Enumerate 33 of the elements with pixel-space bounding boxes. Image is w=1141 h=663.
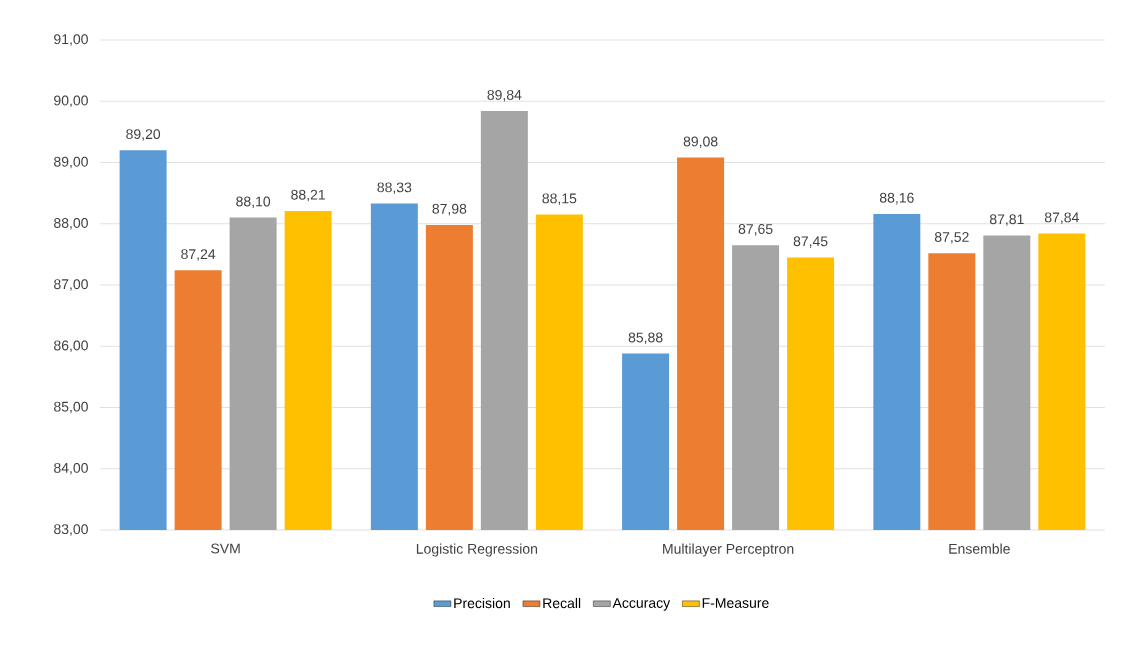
data-label: 87,45 xyxy=(793,236,828,248)
legend-label: Recall xyxy=(543,597,581,609)
data-label: 88,33 xyxy=(377,182,412,194)
x-tick-label: Multilayer Perceptron xyxy=(663,543,794,557)
data-label: 87,98 xyxy=(432,203,467,216)
data-label: 87,52 xyxy=(934,232,969,244)
y-tick-label: 85,00 xyxy=(54,401,88,414)
y-tick-label: 86,00 xyxy=(54,340,88,353)
data-label: 88,21 xyxy=(291,189,325,202)
x-tick-label: Logistic Regression xyxy=(416,543,538,557)
legend-label: F-Measure xyxy=(702,598,769,608)
data-label: 88,16 xyxy=(879,192,914,205)
x-tick-label: Ensemble xyxy=(949,543,1010,554)
data-label: 87,65 xyxy=(738,224,773,236)
y-tick-label: 88,00 xyxy=(54,217,88,230)
y-tick-label: 84,00 xyxy=(54,462,88,475)
y-tick-label: 83,00 xyxy=(54,524,88,536)
legend-label: Accuracy xyxy=(612,598,671,611)
data-label: 87,84 xyxy=(1044,212,1079,225)
data-label: 87,81 xyxy=(989,214,1024,226)
y-tick-label: 91,00 xyxy=(54,34,88,46)
y-tick-label: 87,00 xyxy=(54,279,88,291)
y-tick-label: 89,00 xyxy=(54,156,88,169)
data-label: 88,15 xyxy=(542,193,577,206)
data-label: 89,20 xyxy=(126,129,161,141)
data-label: 89,84 xyxy=(487,89,522,102)
x-tick-label: SVM xyxy=(211,543,240,554)
data-label: 89,08 xyxy=(683,136,718,149)
data-label: 88,10 xyxy=(236,196,271,209)
legend-label: Precision xyxy=(454,597,510,609)
data-label: 85,88 xyxy=(628,332,663,345)
data-label: 87,24 xyxy=(181,249,216,261)
y-tick-label: 90,00 xyxy=(54,95,88,108)
